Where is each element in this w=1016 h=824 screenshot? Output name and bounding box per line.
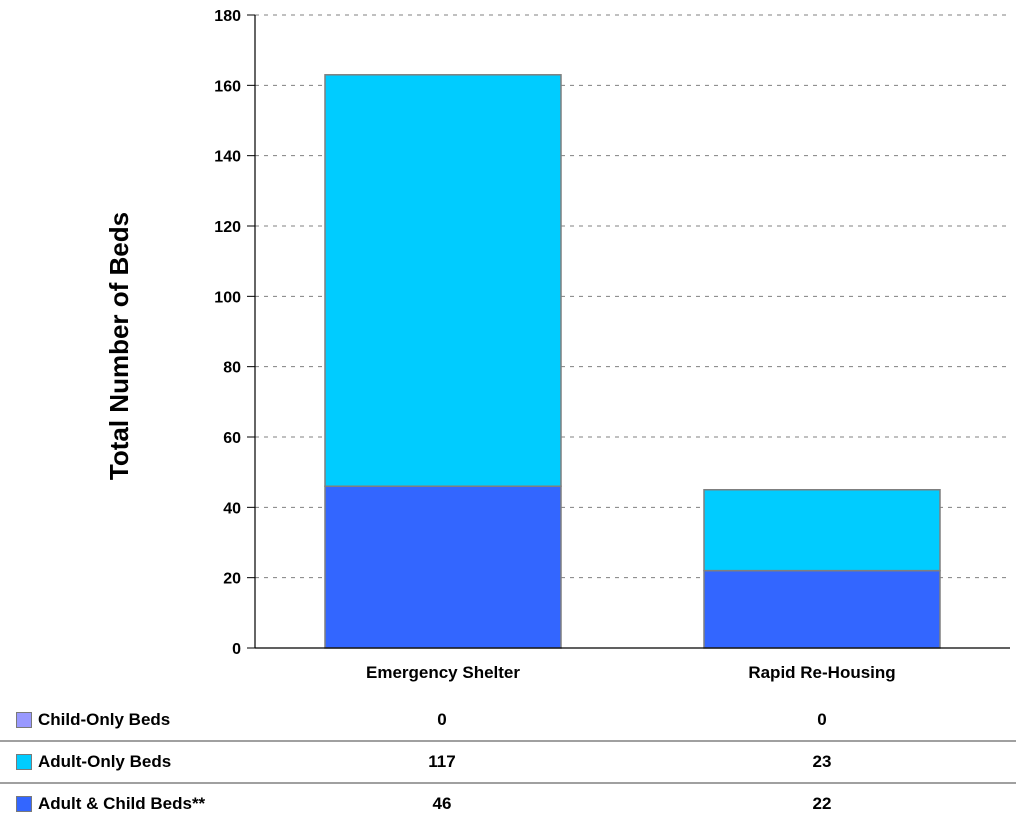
y-tick-label-120: 120 (214, 219, 241, 236)
table-cell-adult-child-rapid: 22 (812, 794, 832, 813)
table-cell-adult-only-emergency: 117 (428, 752, 456, 771)
table-cell-adult-child-emergency: 46 (432, 794, 452, 813)
y-tick-label-80: 80 (223, 360, 241, 377)
table-row-adult-child: Adult & Child Beds** 46 22 (0, 782, 1016, 824)
data-table: Child-Only Beds 0 0 Adult-Only Beds 117 … (0, 700, 1016, 824)
legend-swatch-adult-child (16, 796, 32, 812)
y-tick-label-100: 100 (214, 289, 241, 306)
y-tick-label-20: 20 (223, 571, 241, 588)
legend-swatch-adult-only (16, 754, 32, 770)
legend-child-only: Child-Only Beds (16, 708, 170, 732)
bar-rapid-re-housing-adult-only-beds (703, 489, 941, 572)
bar-emergency-shelter-adult-child-beds (324, 485, 562, 649)
y-tick-label-180: 180 (214, 8, 241, 25)
table-cell-child-only-rapid: 0 (817, 710, 827, 729)
legend-label-adult-only: Adult-Only Beds (38, 752, 172, 771)
y-tick-label-0: 0 (232, 641, 241, 658)
bar-chart: Total Number of Beds 0 20 40 60 80 100 120 140 1… (104, 8, 1010, 682)
table-row-child-only: Child-Only Beds 0 0 (0, 700, 1016, 740)
bar-rapid-re-housing-adult-child-beds (703, 569, 941, 649)
legend-label-adult-child: Adult & Child Beds** (38, 794, 206, 813)
x-tick-label-emergency-shelter: Emergency Shelter (366, 663, 520, 682)
y-tick-label-60: 60 (223, 430, 241, 447)
table-cell-adult-only-rapid: 23 (812, 752, 832, 771)
y-tick-label-40: 40 (223, 500, 241, 517)
legend-adult-child: Adult & Child Beds** (16, 792, 205, 816)
legend-swatch-child-only (16, 712, 32, 728)
y-tick-label-160: 160 (214, 78, 241, 95)
table-cell-child-only-emergency: 0 (437, 710, 447, 729)
bar-emergency-shelter-adult-only-beds (324, 74, 562, 487)
legend-adult-only: Adult-Only Beds (16, 750, 171, 774)
y-tick-label-140: 140 (214, 149, 241, 166)
table-row-adult-only: Adult-Only Beds 117 23 (0, 740, 1016, 782)
legend-label-child-only: Child-Only Beds (38, 710, 171, 729)
x-tick-label-rapid-re-housing: Rapid Re-Housing (748, 663, 895, 682)
y-axis-label: Total Number of Beds (104, 212, 134, 480)
